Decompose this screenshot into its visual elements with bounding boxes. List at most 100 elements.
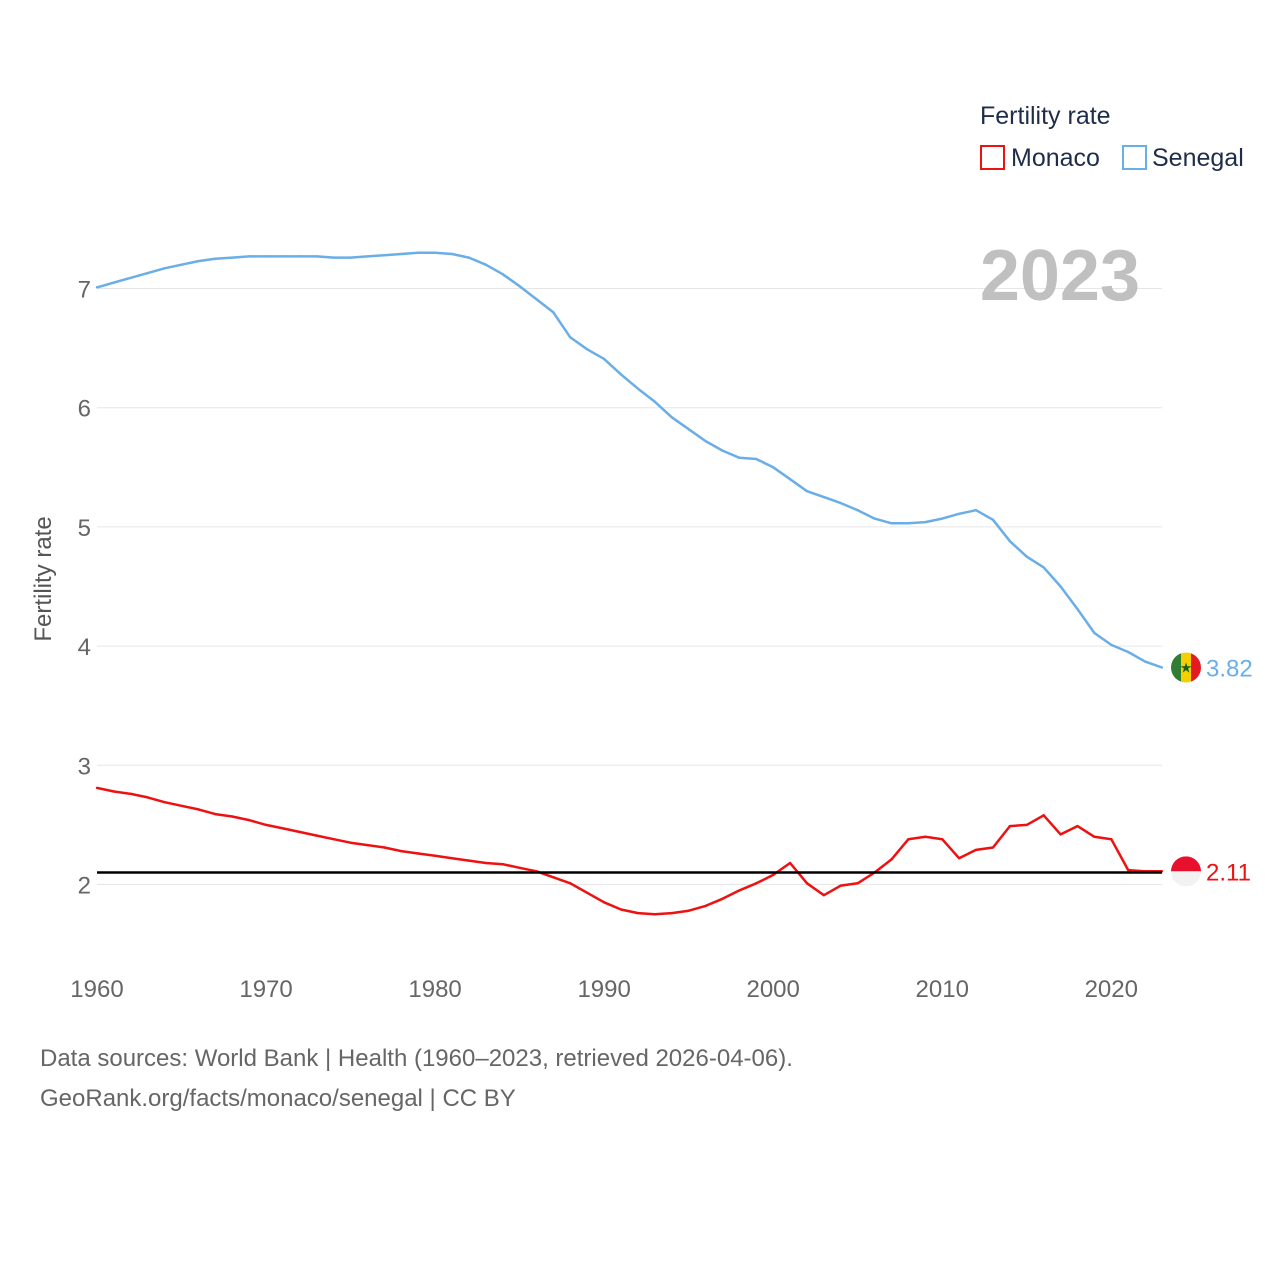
x-tick-label: 1960 [70,976,123,1003]
data-point-senegal [738,456,741,459]
x-tick-label: 2000 [746,976,799,1003]
data-point-senegal [197,259,200,263]
data-point-senegal [400,252,403,256]
x-tick-label: 2010 [916,976,969,1003]
data-point-senegal [1008,540,1012,543]
data-point-senegal [839,501,843,505]
data-point-senegal [332,256,335,259]
y-tick-label: 3 [78,753,91,780]
data-point-senegal [771,466,775,469]
data-point-senegal [146,271,149,275]
data-point-senegal [1093,631,1096,635]
data-point-senegal [569,336,572,339]
x-tick-label: 1970 [239,976,292,1003]
data-point-monaco [332,837,335,841]
end-markers: 2.11 ★ 3.82 [1171,652,1253,887]
data-point-senegal [1160,666,1164,669]
x-tick-label: 2020 [1085,976,1138,1003]
data-point-monaco [1110,837,1113,841]
data-point-monaco [805,882,809,885]
data-point-monaco [957,857,961,860]
data-point-monaco [653,913,657,916]
data-point-senegal [484,263,488,266]
data-point-senegal [349,256,352,259]
data-point-senegal [501,273,504,276]
data-point-senegal [163,267,166,270]
data-point-senegal [214,257,217,260]
series-line-monaco[interactable] [96,786,1162,916]
data-point-monaco [484,861,488,865]
end-value-senegal: 3.82 [1206,656,1253,683]
data-point-monaco [366,843,369,847]
legend-item-monaco[interactable]: Monaco [980,144,1100,172]
data-point-monaco [890,858,893,861]
data-point-monaco [129,792,133,796]
data-point-senegal [602,357,606,361]
data-point-senegal [890,522,893,525]
data-point-senegal [907,522,910,525]
data-point-monaco [163,801,166,804]
data-point-monaco [416,852,420,855]
data-point-senegal [755,457,758,461]
data-point-monaco [602,901,606,904]
data-point-monaco [771,873,775,877]
data-point-monaco [1126,868,1130,872]
data-point-monaco [1008,824,1012,828]
flag-monaco-icon [1171,856,1201,887]
data-point-senegal [1042,566,1045,569]
data-source-note: Data sources: World Bank | Health (1960–… [40,1045,793,1072]
end-value-monaco: 2.11 [1206,859,1251,886]
data-point-monaco [146,796,149,799]
data-point-monaco [1025,823,1028,827]
data-point-monaco [214,812,217,816]
legend-swatch-monaco [980,145,1005,170]
attribution-link[interactable]: GeoRank.org/facts/monaco/senegal | CC BY [40,1085,516,1112]
legend-label-monaco: Monaco [1011,144,1100,172]
data-point-monaco [1093,835,1096,838]
data-point-monaco [180,804,183,807]
y-tick-label: 2 [78,872,91,899]
y-tick-label: 4 [78,634,91,661]
data-point-senegal [129,276,133,280]
data-point-senegal [467,256,471,259]
data-point-monaco [400,849,403,853]
data-point-senegal [974,509,978,512]
x-tick-label: 1990 [577,976,630,1003]
data-point-monaco [941,837,944,841]
data-point-monaco [231,815,234,818]
data-point-senegal [1110,643,1113,647]
data-point-senegal [619,373,623,376]
data-point-senegal [924,520,927,524]
gridlines [97,288,1162,885]
data-point-monaco [433,854,437,858]
legend-item-senegal[interactable]: Senegal [1122,144,1244,172]
data-point-monaco [721,897,724,900]
data-point-senegal [535,298,538,301]
data-point-monaco [1076,824,1079,828]
legend-label-senegal: Senegal [1152,144,1244,172]
data-point-senegal [941,517,944,520]
data-point-senegal [586,348,589,351]
series-monaco [95,786,1164,916]
data-point-senegal [636,387,640,390]
data-point-monaco [636,911,640,915]
x-axis-ticks: 1960 1970 1980 1990 2000 2010 2020 [70,976,1138,1003]
data-point-senegal [112,281,116,284]
data-point-senegal [1126,650,1130,654]
data-point-senegal [366,255,369,258]
data-point-monaco [112,790,116,793]
data-point-monaco [586,891,589,894]
data-point-monaco [991,846,995,849]
data-point-monaco [467,859,471,862]
series-line-senegal[interactable] [96,251,1163,669]
data-point-monaco [687,909,690,912]
data-point-monaco [95,786,99,790]
data-point-monaco [1042,814,1045,817]
data-point-monaco [974,848,978,852]
data-point-senegal [957,512,961,515]
legend-title: Fertility rate [980,102,1111,130]
data-point-senegal [247,255,251,258]
y-tick-label: 5 [78,515,91,542]
data-point-monaco [839,884,843,887]
